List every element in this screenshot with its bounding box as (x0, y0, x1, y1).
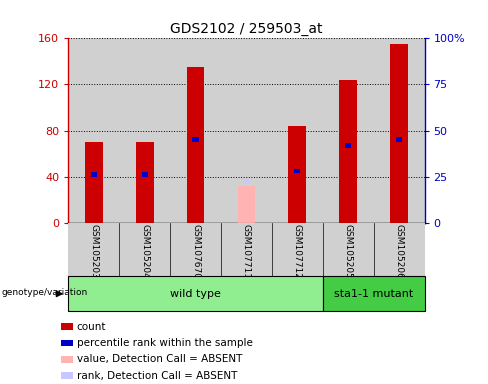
Bar (186, 67, 204, 223)
Bar (323, 38, 374, 223)
Bar (119, 223, 170, 276)
Bar (374, 223, 425, 276)
Bar (119, 38, 170, 223)
Text: wild type: wild type (170, 289, 221, 299)
Bar (68, 38, 119, 223)
Bar (272, 38, 323, 223)
Text: GSM105204: GSM105204 (140, 224, 149, 278)
Bar (142, 172, 148, 177)
Bar (91, 172, 97, 177)
Text: value, Detection Call = ABSENT: value, Detection Call = ABSENT (77, 354, 242, 364)
Title: GDS2102 / 259503_at: GDS2102 / 259503_at (170, 22, 323, 36)
Text: GSM107711: GSM107711 (242, 224, 251, 279)
Bar (61, 340, 73, 346)
Bar (244, 180, 249, 184)
Bar (61, 356, 73, 362)
Bar (221, 223, 272, 276)
Bar (68, 223, 119, 276)
Text: rank, Detection Call = ABSENT: rank, Detection Call = ABSENT (77, 371, 237, 381)
Bar (61, 372, 73, 379)
Bar (61, 323, 73, 330)
Bar (288, 126, 306, 223)
Bar (390, 44, 408, 223)
FancyBboxPatch shape (68, 276, 323, 311)
Text: count: count (77, 322, 106, 332)
Text: GSM107712: GSM107712 (293, 224, 302, 279)
Bar (170, 223, 221, 276)
Bar (374, 38, 425, 223)
Bar (192, 137, 199, 142)
Bar (396, 137, 402, 142)
Bar (345, 143, 351, 147)
Text: GSM105205: GSM105205 (344, 224, 353, 279)
Text: percentile rank within the sample: percentile rank within the sample (77, 338, 252, 348)
Bar (272, 223, 323, 276)
Text: sta1-1 mutant: sta1-1 mutant (334, 289, 413, 299)
FancyBboxPatch shape (323, 276, 425, 311)
Bar (323, 223, 374, 276)
Text: GSM105206: GSM105206 (395, 224, 404, 279)
Bar (221, 38, 272, 223)
Bar (85, 142, 102, 223)
Text: genotype/variation: genotype/variation (1, 288, 88, 296)
Bar (294, 169, 301, 174)
Text: GSM105203: GSM105203 (89, 224, 98, 279)
Bar (170, 38, 221, 223)
Bar (238, 186, 255, 223)
Text: GSM107670: GSM107670 (191, 224, 200, 279)
Bar (339, 80, 357, 223)
Bar (136, 142, 154, 223)
